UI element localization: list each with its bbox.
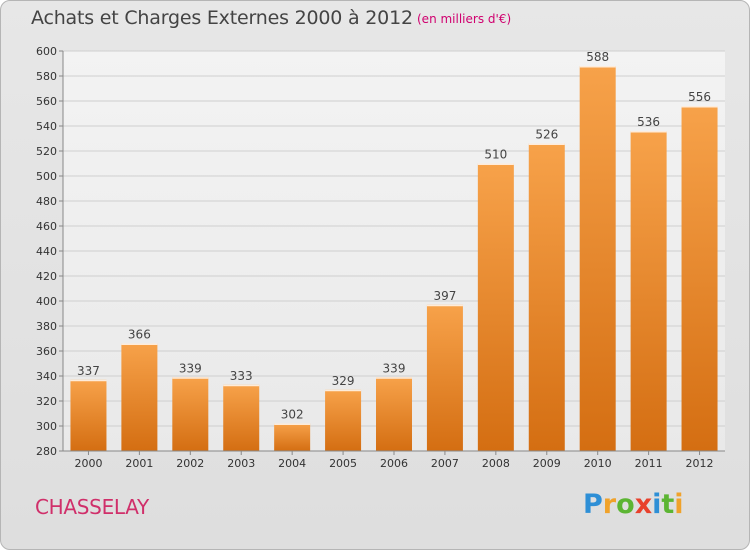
x-tick-label: 2006 <box>380 457 408 470</box>
bar-top-highlight <box>579 66 616 68</box>
y-tick-label: 480 <box>36 195 57 208</box>
x-tick-label: 2001 <box>125 457 153 470</box>
y-tick-label: 580 <box>36 70 57 83</box>
y-tick-label: 440 <box>36 245 57 258</box>
x-tick-label: 2010 <box>584 457 612 470</box>
bar-top-highlight <box>325 389 362 392</box>
bar-2000[interactable] <box>70 379 107 451</box>
x-tick-label: 2007 <box>431 457 459 470</box>
y-tick-label: 340 <box>36 370 57 383</box>
logo-letter: r <box>602 489 617 520</box>
bar-2005[interactable] <box>325 389 362 451</box>
x-tick-labels: 2000 2001 2002 2003 2004 2005 2006 2007 2008 2009… <box>74 451 714 470</box>
proxiti-logo[interactable]: Proxiti <box>583 489 684 520</box>
logo-letter: t <box>661 489 675 520</box>
x-tick-label: 2004 <box>278 457 306 470</box>
x-tick-label: 2012 <box>686 457 714 470</box>
y-tick-label: 460 <box>36 220 57 233</box>
x-tick-label: 2008 <box>482 457 510 470</box>
y-tick-label: 400 <box>36 295 57 308</box>
bar-2012[interactable] <box>681 106 718 451</box>
x-tick-label: 2005 <box>329 457 357 470</box>
logo-letter: i <box>652 489 662 520</box>
bar-top-highlight <box>121 343 158 345</box>
data-label-2001: 366 <box>128 328 151 342</box>
commune-name: CHASSELAY <box>35 495 149 519</box>
y-tick-label: 520 <box>36 145 57 158</box>
bar-2002[interactable] <box>172 377 209 451</box>
y-tick-label: 540 <box>36 120 57 133</box>
y-tick-label: 600 <box>36 45 57 58</box>
bar-top-highlight <box>681 106 718 108</box>
data-label-2008: 510 <box>484 148 507 162</box>
data-label-2000: 337 <box>77 364 100 378</box>
data-labels: 337 366 339 333 302 329 339 397 510 526 588 536 556 <box>77 50 711 422</box>
data-label-2003: 333 <box>230 369 253 383</box>
y-tick-labels: 280 300 320 340 360 380 400 420 440 460 480 500 520 5… <box>36 45 63 458</box>
data-label-2002: 339 <box>179 361 202 375</box>
bar-top-highlight <box>426 304 463 307</box>
bars <box>70 66 718 452</box>
bar-top-highlight <box>630 131 667 133</box>
bar-top-highlight <box>274 423 311 425</box>
data-label-2007: 397 <box>433 289 456 303</box>
bar-top-highlight <box>528 143 565 145</box>
chart-subtitle: (en milliers d'€) <box>417 12 512 26</box>
bar-top-highlight <box>172 377 209 379</box>
y-tick-label: 280 <box>36 445 57 458</box>
x-tick-label: 2003 <box>227 457 255 470</box>
y-tick-label: 300 <box>36 420 57 433</box>
bar-2001[interactable] <box>121 343 158 452</box>
bar-2003[interactable] <box>223 384 260 451</box>
logo-letter: o <box>616 489 635 520</box>
bar-top-highlight <box>70 379 107 382</box>
bar-2008[interactable] <box>477 163 514 452</box>
logo-letter: i <box>674 489 684 520</box>
data-label-2006: 339 <box>383 361 406 375</box>
data-label-2011: 536 <box>637 115 660 129</box>
bar-top-highlight <box>477 163 514 165</box>
chart-title: Achats et Charges Externes 2000 à 2012 <box>31 7 413 29</box>
bar-2007[interactable] <box>426 304 463 451</box>
y-tick-label: 320 <box>36 395 57 408</box>
data-label-2010: 588 <box>586 50 609 64</box>
y-tick-label: 500 <box>36 170 57 183</box>
y-tick-label: 360 <box>36 345 57 358</box>
y-tick-label: 420 <box>36 270 57 283</box>
logo-letter: P <box>583 489 603 520</box>
x-tick-label: 2002 <box>176 457 204 470</box>
bar-2011[interactable] <box>630 131 667 451</box>
data-label-2005: 329 <box>332 374 355 388</box>
y-tick-label: 380 <box>36 320 57 333</box>
data-label-2004: 302 <box>281 408 304 422</box>
bar-2004[interactable] <box>274 423 311 452</box>
logo-letter: x <box>634 489 653 520</box>
bar-2009[interactable] <box>528 143 565 452</box>
data-label-2009: 526 <box>535 128 558 142</box>
data-label-2012: 556 <box>688 90 711 104</box>
bar-top-highlight <box>376 377 412 379</box>
y-tick-label: 560 <box>36 95 57 108</box>
bar-2006[interactable] <box>376 377 412 451</box>
x-tick-label: 2011 <box>635 457 663 470</box>
bar-2010[interactable] <box>579 66 616 451</box>
x-tick-label: 2009 <box>533 457 561 470</box>
bar-top-highlight <box>223 384 260 387</box>
x-tick-label: 2000 <box>74 457 102 470</box>
